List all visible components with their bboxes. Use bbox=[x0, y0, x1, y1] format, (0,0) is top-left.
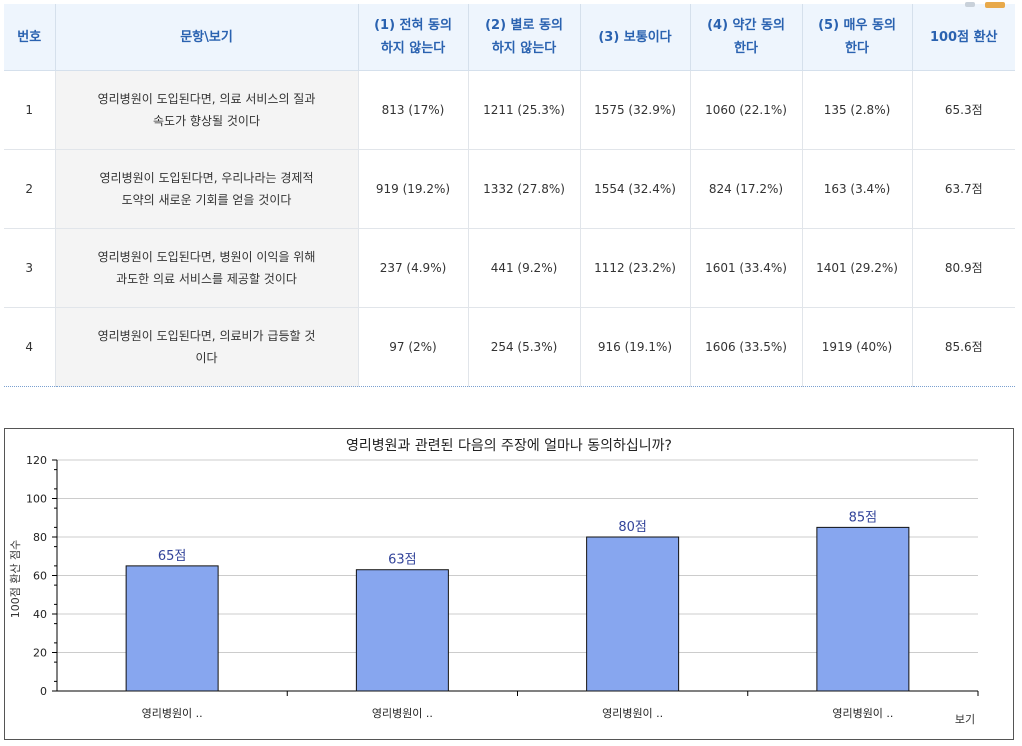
header-line: 하지 않는다 bbox=[380, 41, 446, 56]
cell-option-1: 237 (4.9%) bbox=[358, 228, 469, 308]
question-line: 영리병원이 도입된다면, 의료 서비스의 질과 bbox=[97, 92, 316, 106]
bar-chart-panel: 영리병원과 관련된 다음의 주장에 얼마나 동의하십니까? 100점 환산 점수… bbox=[4, 428, 1014, 740]
cell-option-1: 97 (2%) bbox=[358, 307, 469, 387]
header-number: 번호 bbox=[4, 4, 56, 71]
chart-bar bbox=[125, 565, 219, 692]
chart-data-label: 80점 bbox=[618, 520, 647, 535]
cell-option-5: 135 (2.8%) bbox=[802, 70, 913, 150]
cell-option-5: 163 (3.4%) bbox=[802, 149, 913, 229]
header-line: (5) 매우 동의 bbox=[818, 18, 896, 33]
question-line: 영리병원이 도입된다면, 우리나라는 경제적 bbox=[99, 171, 314, 185]
chart-data-label: 63점 bbox=[388, 553, 417, 568]
chart-x-tick-label: 영리병원이 .. bbox=[602, 707, 663, 720]
chart-y-axis-label: 100점 환산 점수 bbox=[9, 540, 22, 619]
cell-option-1: 919 (19.2%) bbox=[358, 149, 469, 229]
row-number: 2 bbox=[4, 149, 56, 229]
row-number: 4 bbox=[4, 307, 56, 387]
header-line: 한다 bbox=[845, 41, 869, 56]
cell-option-3: 1112 (23.2%) bbox=[580, 228, 691, 308]
chart-y-tick-label: 80 bbox=[33, 531, 47, 544]
cell-option-1: 813 (17%) bbox=[358, 70, 469, 150]
cell-option-3: 1575 (32.9%) bbox=[580, 70, 691, 150]
header-item: 문항\보기 bbox=[55, 4, 359, 71]
chart-bar bbox=[816, 526, 910, 692]
chart-y-tick-label: 40 bbox=[33, 608, 47, 621]
question-line: 도약의 새로운 기회를 얻을 것이다 bbox=[121, 193, 292, 207]
chart-data-label: 85점 bbox=[849, 510, 878, 525]
cell-option-2: 1211 (25.3%) bbox=[468, 70, 581, 150]
chart-bar bbox=[586, 536, 680, 692]
chart-x-tick-label: 영리병원이 .. bbox=[142, 707, 203, 720]
chart-data-label: 65점 bbox=[158, 549, 187, 564]
cell-option-4: 1060 (22.1%) bbox=[690, 70, 803, 150]
chart-bar bbox=[355, 569, 449, 692]
header-line: 하지 않는다 bbox=[491, 41, 557, 56]
row-number: 3 bbox=[4, 228, 56, 308]
question-line: 영리병원이 도입된다면, 병원이 이익을 위해 bbox=[97, 250, 316, 264]
row-number: 1 bbox=[4, 70, 56, 150]
header-option-3: (3) 보통이다 bbox=[580, 4, 691, 71]
question-line: 과도한 의료 서비스를 제공할 것이다 bbox=[116, 272, 297, 286]
header-line: 한다 bbox=[734, 41, 758, 56]
question-line: 영리병원이 도입된다면, 의료비가 급등할 것 bbox=[97, 329, 316, 343]
cell-score: 80.9점 bbox=[912, 228, 1015, 308]
cell-score: 63.7점 bbox=[912, 149, 1015, 229]
cell-option-2: 1332 (27.8%) bbox=[468, 149, 581, 229]
header-line: (4) 약간 동의 bbox=[707, 18, 785, 33]
cell-score: 65.3점 bbox=[912, 70, 1015, 150]
cell-option-5: 1919 (40%) bbox=[802, 307, 913, 387]
cell-option-5: 1401 (29.2%) bbox=[802, 228, 913, 308]
question-line: 속도가 향상될 것이다 bbox=[153, 114, 260, 128]
chart-title: 영리병원과 관련된 다음의 주장에 얼마나 동의하십니까? bbox=[346, 438, 672, 454]
cell-option-2: 441 (9.2%) bbox=[468, 228, 581, 308]
chart-x-axis-label: 보기 bbox=[955, 713, 975, 726]
cell-option-4: 1601 (33.4%) bbox=[690, 228, 803, 308]
header-score: 100점 환산 bbox=[912, 4, 1015, 71]
decorative-tab bbox=[965, 2, 975, 7]
bar-chart: 영리병원과 관련된 다음의 주장에 얼마나 동의하십니까? 100점 환산 점수… bbox=[9, 438, 979, 726]
chart-y-tick-label: 60 bbox=[33, 570, 47, 583]
cell-option-4: 824 (17.2%) bbox=[690, 149, 803, 229]
header-line: (1) 전혀 동의 bbox=[374, 18, 452, 33]
chart-y-tick-label: 0 bbox=[40, 685, 47, 698]
decorative-tab bbox=[985, 2, 1005, 8]
chart-y-tick-label: 120 bbox=[26, 454, 47, 467]
cell-option-4: 1606 (33.5%) bbox=[690, 307, 803, 387]
chart-x-tick-label: 영리병원이 .. bbox=[372, 707, 433, 720]
chart-x-tick-label: 영리병원이 .. bbox=[832, 707, 893, 720]
cell-score: 85.6점 bbox=[912, 307, 1015, 387]
chart-y-tick-label: 100 bbox=[26, 493, 47, 506]
header-line: (2) 별로 동의 bbox=[485, 18, 563, 33]
chart-y-tick-label: 20 bbox=[33, 647, 47, 660]
question-line: 이다 bbox=[195, 351, 218, 365]
cell-option-2: 254 (5.3%) bbox=[468, 307, 581, 387]
cell-option-3: 916 (19.1%) bbox=[580, 307, 691, 387]
cell-option-3: 1554 (32.4%) bbox=[580, 149, 691, 229]
